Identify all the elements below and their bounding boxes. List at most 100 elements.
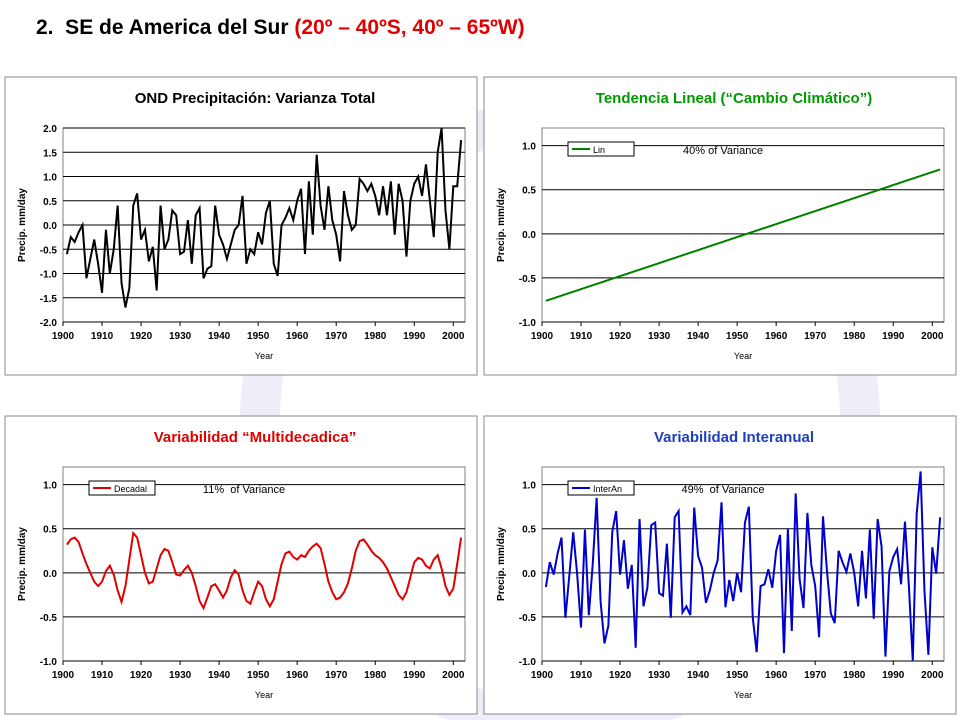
x-tick-label: 1900 [52,331,75,342]
y-axis-label: Precip. mm/day [17,188,28,262]
y-tick-label: 0.0 [522,230,536,241]
x-tick-label: 1960 [765,331,788,342]
series-line [65,127,463,308]
y-tick-label: 2.0 [43,124,57,135]
x-axis-label: Year [255,351,273,361]
x-axis-label: Year [255,690,273,700]
x-axis-label: Year [734,351,752,361]
x-tick-label: 1960 [286,331,309,342]
x-tick-label: 1930 [648,670,671,681]
x-tick-label: 1900 [531,331,554,342]
y-tick-label: -1.0 [40,270,58,281]
x-tick-label: 2000 [921,670,944,681]
x-tick-label: 1920 [609,331,632,342]
x-tick-label: 2000 [921,331,944,342]
y-tick-label: 0.5 [43,197,57,208]
y-tick-label: -1.0 [519,657,537,668]
y-tick-label: 1.0 [522,142,536,153]
x-tick-label: 1960 [765,670,788,681]
x-axis-label: Year [734,690,752,700]
x-tick-label: 1910 [91,670,114,681]
y-tick-label: 1.0 [522,481,536,492]
x-tick-label: 1990 [882,670,905,681]
x-tick-label: 1980 [364,331,387,342]
annotation: 40% of Variance [683,145,763,157]
x-tick-label: 1950 [726,331,749,342]
x-tick-label: 1990 [403,670,426,681]
slide-title: 2. SE de America del Sur (20º – 40ºS, 40… [36,16,525,40]
x-tick-label: 1970 [804,670,827,681]
plot-area [62,466,466,662]
x-tick-label: 1930 [169,331,192,342]
y-tick-label: -0.5 [519,613,537,624]
x-tick-label: 1910 [91,331,114,342]
legend-label: Decadal [114,484,147,494]
y-tick-label: 1.0 [43,173,57,184]
title-region: (20º – 40ºS, 40º – 65ºW) [294,16,525,39]
y-tick-label: 0.5 [522,525,536,536]
series-line [544,471,942,662]
legend-box [567,480,635,496]
series-line [545,168,941,302]
y-tick-label: -1.0 [40,657,58,668]
x-tick-label: 1930 [648,331,671,342]
chart-title: Variabilidad Interanual [654,429,814,446]
legend-label: InterAn [593,484,622,494]
x-tick-label: 1900 [531,670,554,681]
x-tick-label: 1940 [687,670,710,681]
legend-box [88,480,156,496]
y-axis-label: Precip. mm/day [496,188,507,262]
x-tick-label: 1970 [325,331,348,342]
y-tick-label: -2.0 [40,318,58,329]
chart-title: OND Precipitación: Varianza Total [135,90,376,107]
y-tick-label: 0.5 [522,186,536,197]
y-tick-label: 0.5 [43,525,57,536]
x-tick-label: 2000 [442,331,465,342]
y-tick-label: 0.0 [43,569,57,580]
x-tick-label: 1920 [130,331,153,342]
x-tick-label: 1980 [364,670,387,681]
y-tick-label: -0.5 [40,613,58,624]
chart-title: Variabilidad “Multidecadica” [154,429,357,446]
x-tick-label: 1950 [726,670,749,681]
x-tick-label: 1940 [208,670,231,681]
series-line [66,530,463,611]
x-tick-label: 1940 [687,331,710,342]
y-tick-label: 1.5 [43,148,57,159]
x-tick-label: 1910 [570,331,593,342]
x-tick-label: 2000 [442,670,465,681]
x-tick-label: 1970 [804,331,827,342]
x-tick-label: 1900 [52,670,75,681]
x-tick-label: 1970 [325,670,348,681]
x-tick-label: 1980 [843,331,866,342]
annotation: 11% of Variance [203,484,285,496]
plot-area [541,127,945,323]
title-text: 2. SE de America del Sur [36,16,289,39]
x-tick-label: 1940 [208,331,231,342]
y-tick-label: 1.0 [43,481,57,492]
x-tick-label: 1920 [130,670,153,681]
y-tick-label: -0.5 [519,274,537,285]
y-axis-label: Precip. mm/day [17,527,28,601]
x-tick-label: 1950 [247,670,270,681]
legend-label: Lin [593,145,605,155]
x-tick-label: 1980 [843,670,866,681]
y-tick-label: 0.0 [522,569,536,580]
y-tick-label: -1.5 [40,294,58,305]
legend-box [567,141,635,157]
y-tick-label: -0.5 [40,245,58,256]
x-tick-label: 1920 [609,670,632,681]
x-tick-label: 1990 [403,331,426,342]
x-tick-label: 1990 [882,331,905,342]
y-tick-label: 0.0 [43,221,57,232]
x-tick-label: 1960 [286,670,309,681]
y-tick-label: -1.0 [519,318,537,329]
y-axis-label: Precip. mm/day [496,527,507,601]
x-tick-label: 1930 [169,670,192,681]
x-tick-label: 1910 [570,670,593,681]
annotation: 49% of Variance [682,484,765,496]
x-tick-label: 1950 [247,331,270,342]
chart-title: Tendencia Lineal (“Cambio Climático”) [596,90,872,107]
